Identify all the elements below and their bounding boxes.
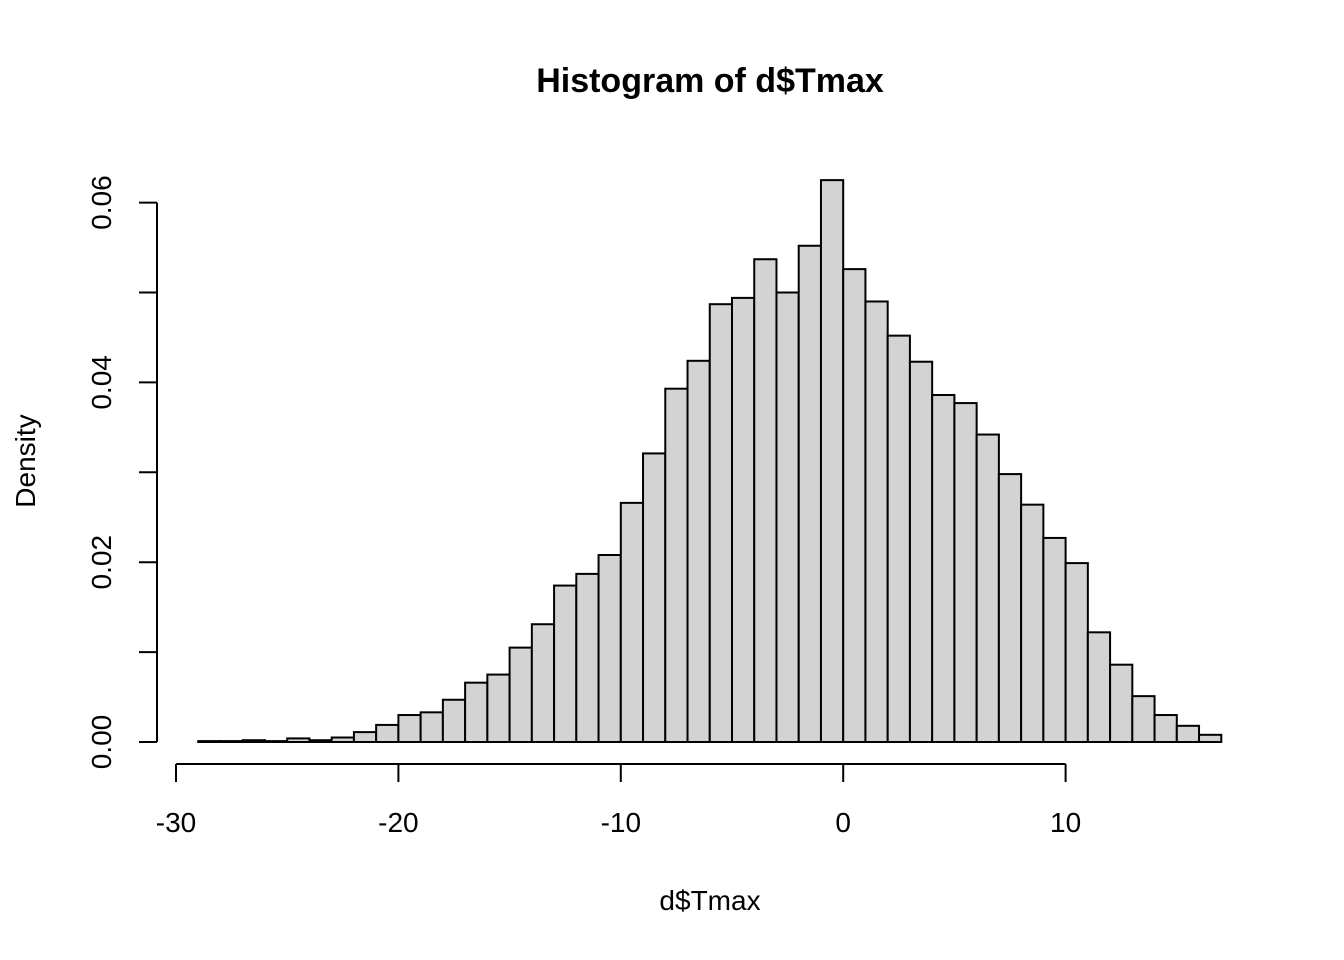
histogram-bar bbox=[1042, 536, 1067, 743]
histogram-bar bbox=[686, 359, 711, 743]
histogram-bar bbox=[975, 433, 1000, 743]
bars-group bbox=[197, 179, 1223, 744]
y-tick-label: 0.00 bbox=[86, 715, 117, 770]
histogram-bar bbox=[1109, 663, 1134, 743]
histogram-bar bbox=[597, 554, 622, 744]
y-axis-label: Density bbox=[10, 414, 41, 507]
histogram-bar bbox=[464, 681, 489, 743]
y-tick-label: 0.04 bbox=[86, 355, 117, 410]
x-tick-label: 0 bbox=[835, 807, 851, 838]
histogram-bar bbox=[731, 296, 756, 743]
histogram-bar bbox=[330, 736, 355, 743]
histogram-bar bbox=[441, 698, 467, 743]
histogram-bar bbox=[419, 711, 444, 744]
histogram-bar bbox=[286, 737, 311, 744]
y-axis: 0.00 0.02 0.04 0.06 bbox=[86, 175, 158, 770]
histogram-bar bbox=[953, 402, 978, 743]
histogram-bar bbox=[931, 393, 956, 743]
histogram-bar bbox=[530, 623, 556, 743]
histogram-bar bbox=[1020, 503, 1045, 743]
histogram-bar bbox=[886, 334, 911, 743]
x-axis-label: d$Tmax bbox=[659, 885, 760, 916]
histogram-bar bbox=[486, 673, 511, 744]
x-tick-label: -20 bbox=[378, 807, 418, 838]
histogram-bar bbox=[241, 739, 266, 744]
histogram-bar bbox=[1175, 724, 1201, 744]
histogram-bar bbox=[375, 723, 400, 743]
histogram-bar bbox=[842, 268, 867, 743]
histogram-bar bbox=[708, 303, 734, 743]
histogram-bar bbox=[619, 501, 645, 743]
histogram-bar bbox=[197, 740, 222, 743]
y-tick-label: 0.06 bbox=[86, 175, 117, 230]
histogram-bar bbox=[219, 740, 244, 743]
histogram-bar bbox=[753, 258, 778, 743]
histogram-bar bbox=[575, 572, 600, 744]
histogram-bar bbox=[263, 740, 289, 743]
histogram-bar bbox=[819, 179, 845, 744]
x-tick-label: -10 bbox=[601, 807, 641, 838]
histogram-bar bbox=[642, 452, 667, 743]
histogram-bar bbox=[775, 291, 800, 743]
histogram-bar bbox=[997, 473, 1023, 743]
histogram-bar bbox=[864, 300, 889, 743]
x-tick-label: 10 bbox=[1050, 807, 1081, 838]
histogram-bar bbox=[508, 646, 533, 743]
histogram-bar bbox=[1153, 714, 1178, 744]
histogram-bar bbox=[1064, 562, 1089, 743]
chart-title: Histogram of d$Tmax bbox=[536, 62, 884, 100]
histogram-bar bbox=[1086, 631, 1112, 744]
histogram-bar bbox=[908, 360, 934, 743]
histogram-bar bbox=[308, 739, 333, 744]
x-axis: -30 -20 -10 0 10 bbox=[156, 763, 1081, 838]
histogram-bar bbox=[352, 731, 378, 743]
histogram-bar bbox=[1198, 733, 1223, 743]
histogram-bar bbox=[397, 714, 422, 744]
y-tick-label: 0.02 bbox=[86, 535, 117, 590]
x-tick-label: -30 bbox=[156, 807, 196, 838]
histogram-bar bbox=[1131, 695, 1156, 744]
histogram-bar bbox=[664, 387, 689, 743]
histogram-bar bbox=[797, 244, 822, 743]
histogram-bar bbox=[553, 584, 578, 743]
